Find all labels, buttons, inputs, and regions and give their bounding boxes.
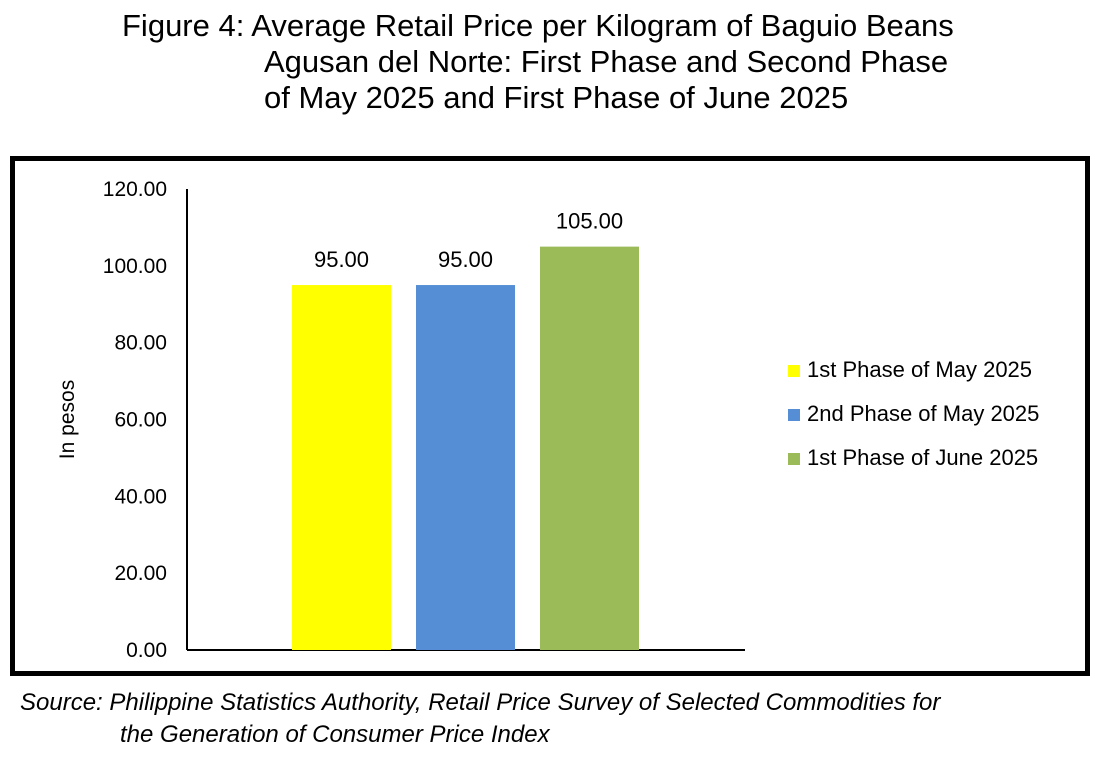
bar-2 (416, 285, 515, 650)
chart-title-line-1: Figure 4: Average Retail Price per Kilog… (122, 8, 954, 43)
y-tick-label: 20.00 (114, 562, 167, 585)
chart-title-line-2: Agusan del Norte: First Phase and Second… (264, 44, 949, 79)
y-tick-label: 100.00 (103, 255, 167, 278)
legend-label: 1st Phase of June 2025 (807, 445, 1038, 470)
data-label: 105.00 (556, 209, 623, 234)
y-tick-label: 60.00 (114, 409, 167, 432)
bar-chart: 0.00 20.00 40.00 60.00 80.00 100.00 120.00 In p… (56, 178, 1039, 662)
bar-3 (540, 246, 639, 650)
y-tick-label: 0.00 (126, 639, 167, 662)
source-note-line-2: the Generation of Consumer Price Index (120, 721, 550, 748)
legend-swatch (788, 409, 800, 421)
data-label: 95.00 (438, 247, 493, 272)
chart-title-line-3: of May 2025 and First Phase of June 2025 (264, 80, 849, 115)
source-note-line-1: Source: Philippine Statistics Authority,… (20, 689, 941, 716)
legend-label: 2nd Phase of May 2025 (807, 401, 1039, 426)
y-axis-title: In pesos (56, 380, 79, 459)
y-tick-label: 40.00 (114, 485, 167, 508)
legend-swatch (788, 453, 800, 465)
chart-frame: 0.00 20.00 40.00 60.00 80.00 100.00 120.00 In p… (10, 156, 1090, 676)
data-label: 95.00 (314, 247, 369, 272)
y-tick-label: 120.00 (103, 178, 167, 201)
bar-1 (292, 285, 391, 650)
y-tick-label: 80.00 (114, 332, 167, 355)
legend-label: 1st Phase of May 2025 (807, 357, 1032, 382)
legend-swatch (788, 365, 800, 377)
